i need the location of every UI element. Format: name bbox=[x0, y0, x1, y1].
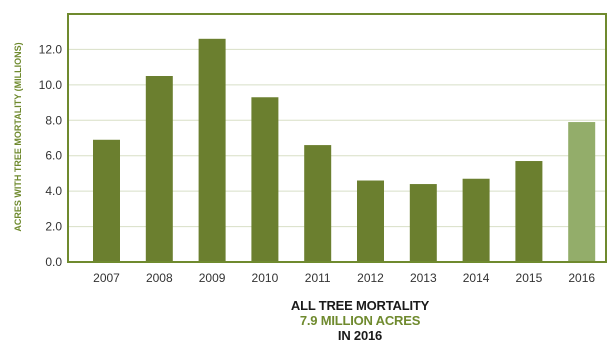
bar-2015 bbox=[515, 161, 543, 262]
y-tick-label: 10.0 bbox=[39, 78, 63, 92]
x-tick-labels: 2007 2008 2009 2010 2011 2012 2013 2014 2015 2016 bbox=[93, 271, 595, 285]
y-tick-label: 12.0 bbox=[39, 42, 63, 56]
bar-2008 bbox=[145, 76, 173, 262]
caption-title: ALL TREE MORTALITY bbox=[290, 298, 430, 313]
x-tick-label: 2014 bbox=[463, 271, 490, 285]
x-tick-label: 2012 bbox=[357, 271, 384, 285]
x-tick-label: 2008 bbox=[146, 271, 173, 285]
bar-2016 bbox=[568, 122, 596, 262]
x-tick-label: 2007 bbox=[93, 271, 120, 285]
caption-highlight: 7.9 MILLION ACRES bbox=[299, 313, 421, 328]
bar-2011 bbox=[304, 145, 332, 262]
y-tick-labels: 0.0 2.0 4.0 6.0 8.0 10.0 12.0 bbox=[39, 42, 63, 269]
y-tick-label: 4.0 bbox=[45, 184, 62, 198]
bar-2013 bbox=[409, 184, 437, 262]
y-axis-label: ACRES WITH TREE MORTALITY (MILLIONS) bbox=[13, 42, 23, 231]
y-tick-label: 6.0 bbox=[45, 149, 62, 163]
x-tick-label: 2009 bbox=[199, 271, 226, 285]
plot-frame bbox=[67, 13, 607, 263]
bar-2007 bbox=[93, 139, 120, 262]
bar-2010 bbox=[251, 97, 279, 262]
caption-year: IN 2016 bbox=[337, 328, 383, 343]
x-tick-label: 2011 bbox=[305, 271, 331, 285]
bar-2009 bbox=[198, 38, 226, 262]
x-tick-label: 2010 bbox=[252, 271, 279, 285]
x-tick-label: 2015 bbox=[516, 271, 543, 285]
bar-2014 bbox=[462, 178, 490, 262]
y-tick-label: 8.0 bbox=[45, 113, 62, 127]
y-tick-label: 2.0 bbox=[45, 220, 62, 234]
x-tick-label: 2016 bbox=[568, 271, 595, 285]
y-tick-label: 0.0 bbox=[45, 255, 62, 269]
bars bbox=[93, 38, 596, 262]
x-tick-label: 2013 bbox=[410, 271, 437, 285]
bar-2012 bbox=[357, 180, 384, 262]
